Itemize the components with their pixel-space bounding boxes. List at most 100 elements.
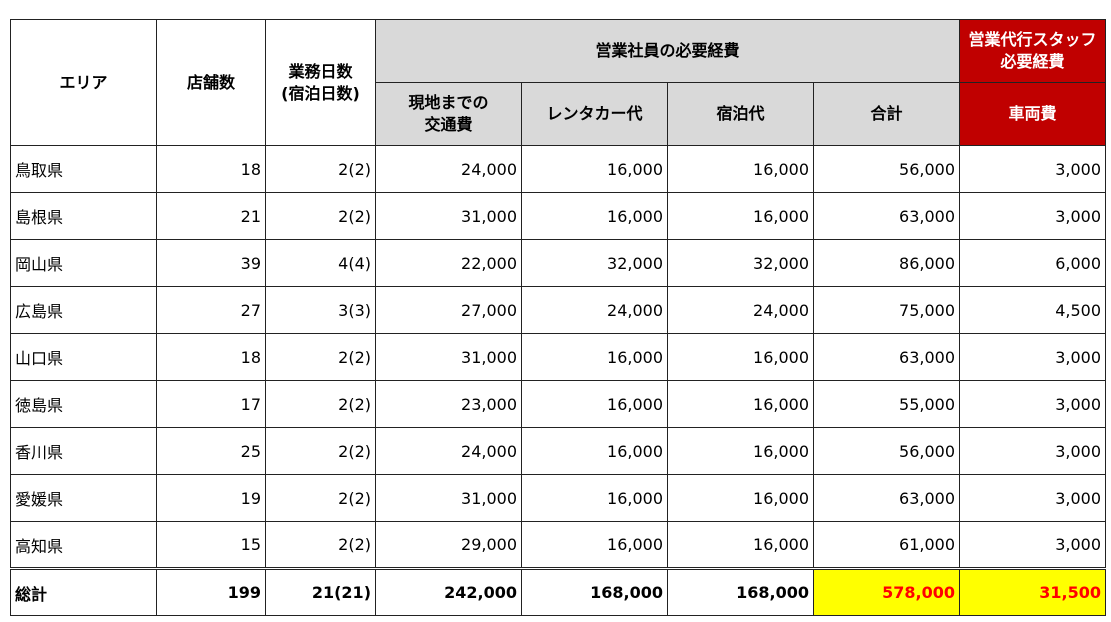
header-transport[interactable]: 現地までの 交通費 <box>375 82 522 146</box>
total-subtotal[interactable]: 578,000 <box>812 567 961 616</box>
cell-transport[interactable]: 24,000 <box>375 427 522 475</box>
cell-area[interactable]: 島根県 <box>10 192 157 240</box>
cell-days[interactable]: 2(2) <box>265 474 376 522</box>
table-row: 島根県 21 2(2) 31,000 16,000 16,000 63,000 … <box>10 192 1107 240</box>
cell-area[interactable]: 広島県 <box>10 286 157 334</box>
cell-subtotal[interactable]: 56,000 <box>812 145 961 193</box>
cell-subtotal[interactable]: 86,000 <box>812 239 961 287</box>
cell-transport[interactable]: 31,000 <box>375 192 522 240</box>
cell-lodging[interactable]: 16,000 <box>667 427 814 475</box>
header-stores[interactable]: 店舗数 <box>156 19 266 146</box>
cell-lodging[interactable]: 16,000 <box>667 521 814 569</box>
cell-rental[interactable]: 16,000 <box>521 474 668 522</box>
header-transport-line1: 現地までの <box>408 93 489 112</box>
header-lodging[interactable]: 宿泊代 <box>667 82 814 146</box>
cell-vehicle[interactable]: 3,000 <box>959 333 1107 381</box>
cell-lodging[interactable]: 32,000 <box>667 239 814 287</box>
cell-transport[interactable]: 27,000 <box>375 286 522 334</box>
cell-rental[interactable]: 16,000 <box>521 521 668 569</box>
cell-stores[interactable]: 39 <box>156 239 266 287</box>
cell-days[interactable]: 2(2) <box>265 521 376 569</box>
cell-vehicle[interactable]: 3,000 <box>959 521 1107 569</box>
table-row: 岡山県 39 4(4) 22,000 32,000 32,000 86,000 … <box>10 239 1107 287</box>
cell-days[interactable]: 3(3) <box>265 286 376 334</box>
cell-transport[interactable]: 29,000 <box>375 521 522 569</box>
header-sales-group[interactable]: 営業社員の必要経費 <box>374 19 961 83</box>
cell-vehicle[interactable]: 3,000 <box>959 145 1107 193</box>
cell-days[interactable]: 2(2) <box>265 427 376 475</box>
cell-stores[interactable]: 17 <box>156 380 266 428</box>
cell-area[interactable]: 鳥取県 <box>10 145 157 193</box>
header-days[interactable]: 業務日数 (宿泊日数) <box>265 19 376 146</box>
cell-area[interactable]: 徳島県 <box>10 380 157 428</box>
cell-area[interactable]: 岡山県 <box>10 239 157 287</box>
cell-subtotal[interactable]: 56,000 <box>812 427 961 475</box>
cell-vehicle[interactable]: 3,000 <box>959 427 1107 475</box>
cell-stores[interactable]: 27 <box>156 286 266 334</box>
cell-transport[interactable]: 31,000 <box>375 474 522 522</box>
total-rental[interactable]: 168,000 <box>521 567 668 616</box>
cell-vehicle[interactable]: 3,000 <box>959 192 1107 240</box>
cell-transport[interactable]: 31,000 <box>375 333 522 381</box>
total-days[interactable]: 21(21) <box>265 567 376 616</box>
total-label[interactable]: 総計 <box>10 567 157 616</box>
cell-lodging[interactable]: 16,000 <box>667 474 814 522</box>
cell-transport[interactable]: 24,000 <box>375 145 522 193</box>
table-row: 広島県 27 3(3) 27,000 24,000 24,000 75,000 … <box>10 286 1107 334</box>
total-lodging[interactable]: 168,000 <box>667 567 814 616</box>
cell-days[interactable]: 2(2) <box>265 192 376 240</box>
cell-vehicle[interactable]: 3,000 <box>959 380 1107 428</box>
header-row-1: エリア 店舗数 業務日数 (宿泊日数) 営業社員の必要経費 営業代行スタッフ 必… <box>10 19 1107 146</box>
cell-vehicle[interactable]: 4,500 <box>959 286 1107 334</box>
cell-rental[interactable]: 24,000 <box>521 286 668 334</box>
cell-rental[interactable]: 16,000 <box>521 145 668 193</box>
cell-stores[interactable]: 15 <box>156 521 266 569</box>
table-row: 愛媛県 19 2(2) 31,000 16,000 16,000 63,000 … <box>10 474 1107 522</box>
header-area[interactable]: エリア <box>10 19 157 146</box>
cell-days[interactable]: 2(2) <box>265 145 376 193</box>
cell-rental[interactable]: 16,000 <box>521 380 668 428</box>
cell-vehicle[interactable]: 6,000 <box>959 239 1107 287</box>
table-row: 高知県 15 2(2) 29,000 16,000 16,000 61,000 … <box>10 521 1107 569</box>
cell-stores[interactable]: 18 <box>156 333 266 381</box>
cell-transport[interactable]: 23,000 <box>375 380 522 428</box>
cell-stores[interactable]: 18 <box>156 145 266 193</box>
cell-rental[interactable]: 16,000 <box>521 192 668 240</box>
cell-lodging[interactable]: 16,000 <box>667 380 814 428</box>
cell-rental[interactable]: 16,000 <box>521 333 668 381</box>
cell-days[interactable]: 2(2) <box>265 380 376 428</box>
header-vehicle[interactable]: 車両費 <box>959 82 1107 146</box>
cell-vehicle[interactable]: 3,000 <box>959 474 1107 522</box>
cell-subtotal[interactable]: 63,000 <box>812 192 961 240</box>
cell-stores[interactable]: 25 <box>156 427 266 475</box>
total-stores[interactable]: 199 <box>156 567 266 616</box>
header-rental[interactable]: レンタカー代 <box>521 82 668 146</box>
cell-rental[interactable]: 32,000 <box>521 239 668 287</box>
cell-subtotal[interactable]: 63,000 <box>812 474 961 522</box>
cell-stores[interactable]: 19 <box>156 474 266 522</box>
table-row: 鳥取県 18 2(2) 24,000 16,000 16,000 56,000 … <box>10 145 1107 193</box>
cell-subtotal[interactable]: 61,000 <box>812 521 961 569</box>
header-days-line1: 業務日数 <box>288 61 353 81</box>
cell-area[interactable]: 山口県 <box>10 333 157 381</box>
cell-area[interactable]: 愛媛県 <box>10 474 157 522</box>
cell-subtotal[interactable]: 75,000 <box>812 286 961 334</box>
cell-lodging[interactable]: 24,000 <box>667 286 814 334</box>
total-vehicle[interactable]: 31,500 <box>959 567 1107 616</box>
cell-lodging[interactable]: 16,000 <box>667 192 814 240</box>
cell-days[interactable]: 4(4) <box>265 239 376 287</box>
cell-days[interactable]: 2(2) <box>265 333 376 381</box>
cell-lodging[interactable]: 16,000 <box>667 333 814 381</box>
total-transport[interactable]: 242,000 <box>375 567 522 616</box>
cell-rental[interactable]: 16,000 <box>521 427 668 475</box>
cell-lodging[interactable]: 16,000 <box>667 145 814 193</box>
cell-stores[interactable]: 21 <box>156 192 266 240</box>
header-agency-group[interactable]: 営業代行スタッフ 必要経費 <box>959 19 1107 83</box>
header-transport-line2: 交通費 <box>424 115 473 134</box>
cell-area[interactable]: 高知県 <box>10 521 157 569</box>
cell-transport[interactable]: 22,000 <box>375 239 522 287</box>
cell-area[interactable]: 香川県 <box>10 427 157 475</box>
cell-subtotal[interactable]: 55,000 <box>812 380 961 428</box>
cell-subtotal[interactable]: 63,000 <box>812 333 961 381</box>
header-subtotal[interactable]: 合計 <box>812 82 961 146</box>
